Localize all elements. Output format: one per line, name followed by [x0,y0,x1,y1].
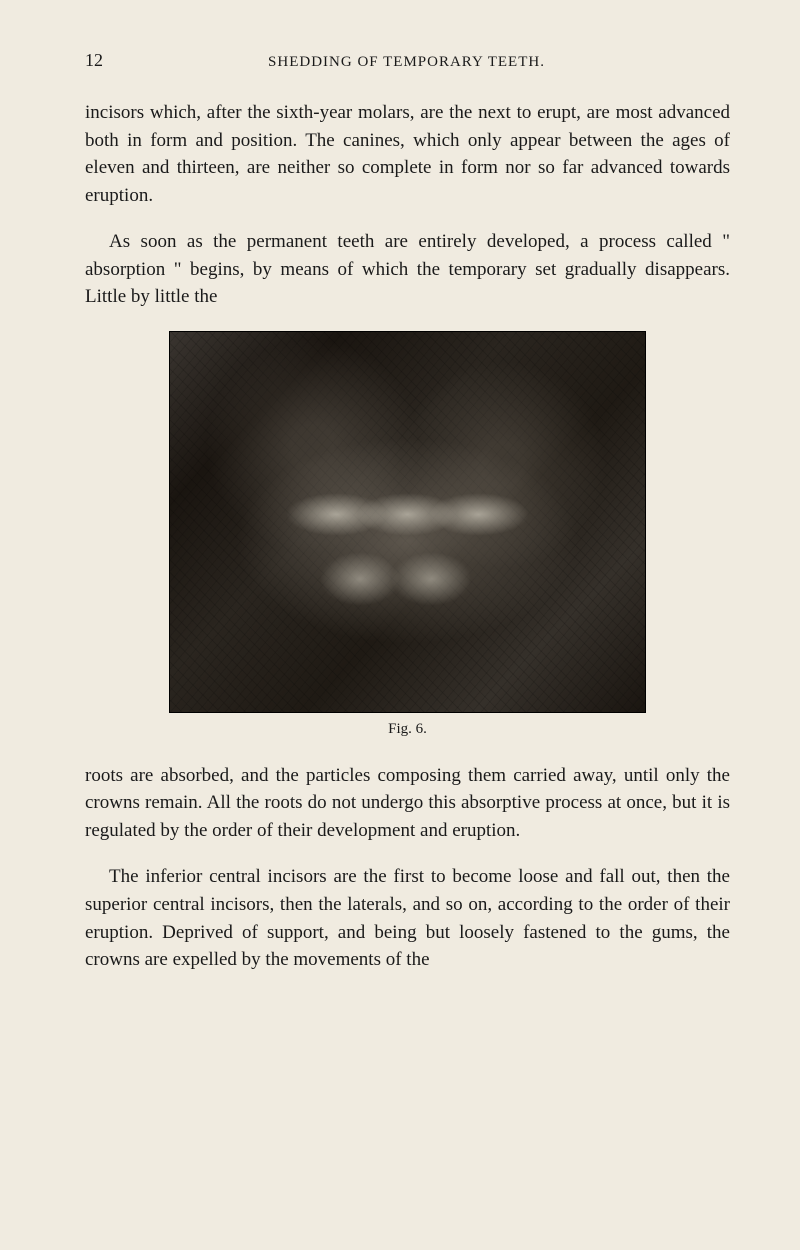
paragraph-4: The inferior central incisors are the fi… [85,863,730,973]
running-title: SHEDDING OF TEMPORARY TEETH. [103,54,710,71]
figure-image [169,331,646,713]
paragraph-3: roots are absorbed, and the particles co… [85,762,730,845]
paragraph-2: As soon as the permanent teeth are entir… [85,228,730,311]
page-header: 12 SHEDDING OF TEMPORARY TEETH. [85,50,730,71]
paragraph-1: incisors which, after the sixth-year mol… [85,99,730,209]
page-container: 12 SHEDDING OF TEMPORARY TEETH. incisors… [0,0,800,1032]
figure-container: Fig. 6. [85,331,730,738]
figure-caption: Fig. 6. [85,721,730,738]
page-number: 12 [85,50,103,71]
